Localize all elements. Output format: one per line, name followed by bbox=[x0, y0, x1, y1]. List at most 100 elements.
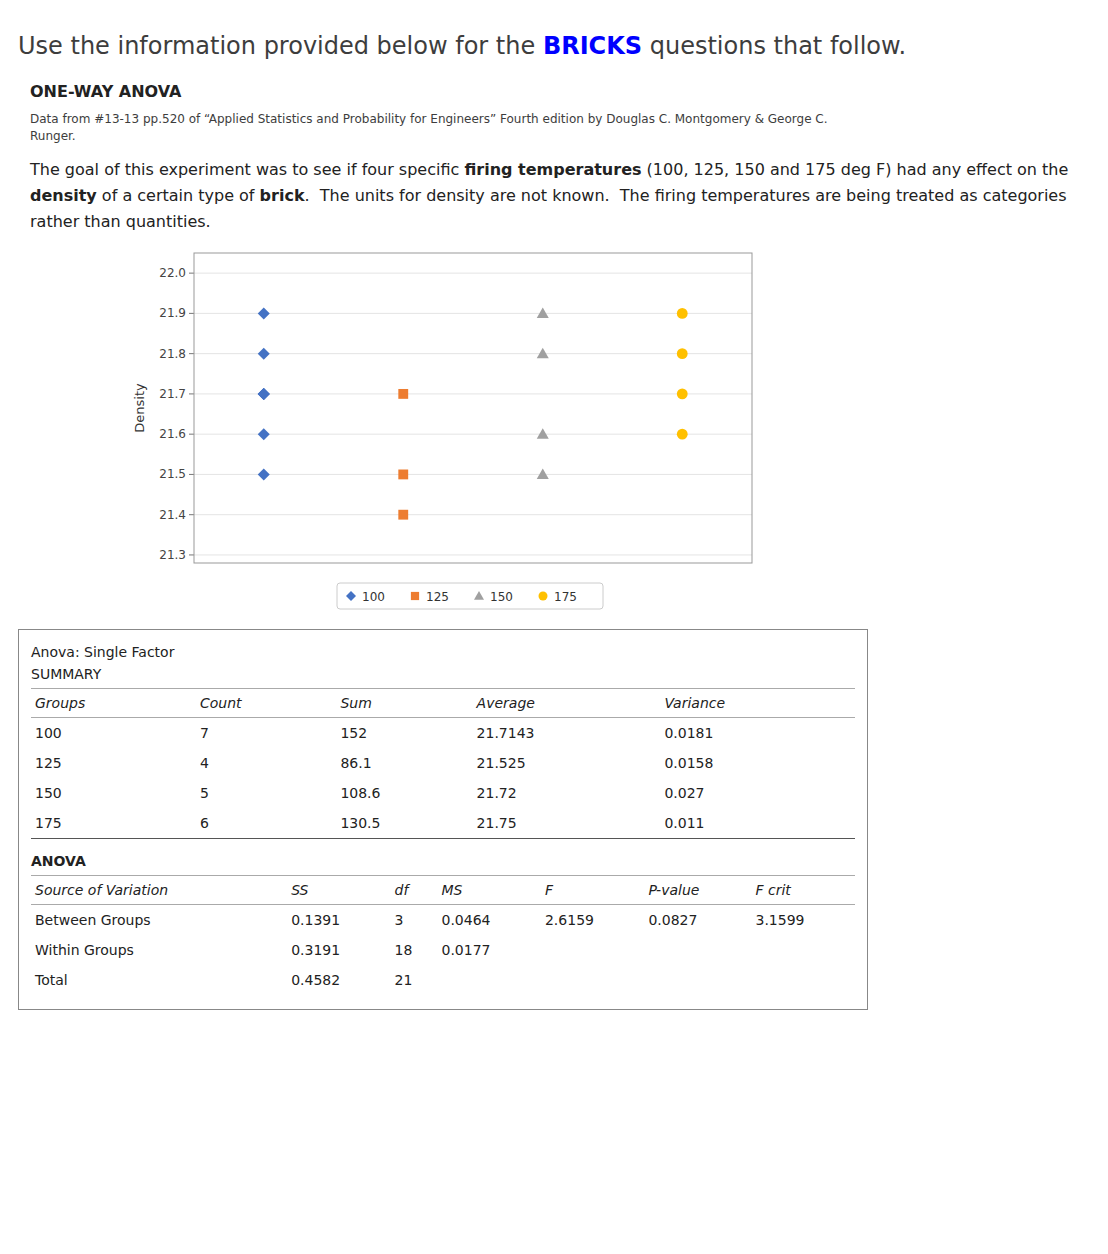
tick-label: 21.9 bbox=[159, 306, 186, 320]
cell: 108.6 bbox=[336, 778, 472, 808]
legend-label: 175 bbox=[554, 590, 577, 604]
grid-line bbox=[194, 393, 752, 394]
grid-line bbox=[194, 514, 752, 515]
row: 1756130.521.750.011 bbox=[31, 808, 855, 839]
point bbox=[677, 389, 688, 400]
cell: Within Groups bbox=[31, 935, 287, 965]
cell: 6 bbox=[196, 808, 336, 839]
cell bbox=[751, 965, 855, 995]
point bbox=[677, 308, 688, 319]
point bbox=[258, 388, 270, 400]
grid-line bbox=[194, 474, 752, 475]
cell: 21.7143 bbox=[473, 718, 661, 749]
tick-mark bbox=[189, 474, 194, 475]
section-title: ONE-WAY ANOVA bbox=[30, 82, 1090, 101]
cell: Between Groups bbox=[31, 905, 287, 936]
header-cell: Groups bbox=[31, 689, 196, 718]
point bbox=[398, 389, 408, 399]
point bbox=[258, 388, 270, 400]
text-segment: BRICKS bbox=[543, 32, 642, 60]
point bbox=[258, 468, 270, 480]
grid-line bbox=[194, 554, 752, 555]
cell: 21 bbox=[391, 965, 438, 995]
legend-marker bbox=[539, 592, 548, 601]
legend-label: 100 bbox=[362, 590, 385, 604]
legend-label: 125 bbox=[426, 590, 449, 604]
points bbox=[258, 307, 688, 519]
table: GroupsCountSumAverageVariance100715221.7… bbox=[31, 688, 855, 839]
plot-frame bbox=[194, 253, 752, 563]
tick-mark bbox=[189, 313, 194, 314]
table-title: ANOVA bbox=[31, 853, 855, 869]
header-cell: Average bbox=[473, 689, 661, 718]
point bbox=[398, 510, 408, 520]
point bbox=[537, 307, 549, 318]
cell: 5 bbox=[196, 778, 336, 808]
header-cell: F crit bbox=[751, 876, 855, 905]
source-line: Data from #13-13 pp.520 of “Applied Stat… bbox=[30, 111, 1090, 128]
header-cell: MS bbox=[437, 876, 540, 905]
legend-marker bbox=[411, 592, 419, 600]
point bbox=[537, 348, 549, 359]
cell bbox=[644, 965, 751, 995]
cell: 0.1391 bbox=[287, 905, 390, 936]
cell: 21.75 bbox=[473, 808, 661, 839]
tick-label: 21.5 bbox=[159, 467, 186, 481]
text-segment: The goal of this experiment was to see i… bbox=[30, 160, 464, 179]
point bbox=[398, 470, 408, 480]
header-cell: P-value bbox=[644, 876, 751, 905]
text-segment: density bbox=[30, 186, 97, 205]
axis-label: Density bbox=[132, 383, 147, 433]
point bbox=[677, 429, 688, 440]
header-row: Source of VariationSSdfMSFP-valueF crit bbox=[31, 876, 855, 905]
legend-frame bbox=[337, 583, 603, 609]
cell: 150 bbox=[31, 778, 196, 808]
legend-label: 150 bbox=[490, 590, 513, 604]
point bbox=[537, 428, 549, 439]
chart: 21.321.421.521.621.721.821.922.0Density1… bbox=[128, 239, 768, 619]
cell: 2.6159 bbox=[541, 905, 644, 936]
grid-line bbox=[194, 353, 752, 354]
cell: 4 bbox=[196, 748, 336, 778]
cell: 0.0177 bbox=[437, 935, 540, 965]
tick-label: 21.3 bbox=[159, 548, 186, 562]
cell: 130.5 bbox=[336, 808, 472, 839]
row: 125486.121.5250.0158 bbox=[31, 748, 855, 778]
cell: 0.4582 bbox=[287, 965, 390, 995]
text-segment: of a certain type of bbox=[97, 186, 260, 205]
cell: 152 bbox=[336, 718, 472, 749]
point bbox=[258, 428, 270, 440]
cell: 125 bbox=[31, 748, 196, 778]
cell: 0.011 bbox=[660, 808, 855, 839]
grid-line bbox=[194, 313, 752, 314]
tick-mark bbox=[189, 273, 194, 274]
cell: 7 bbox=[196, 718, 336, 749]
row: 100715221.71430.0181 bbox=[31, 718, 855, 749]
tick-label: 21.8 bbox=[159, 347, 186, 361]
header-cell: F bbox=[541, 876, 644, 905]
row: 1505108.621.720.027 bbox=[31, 778, 855, 808]
text-segment: questions that follow. bbox=[642, 32, 906, 60]
header-cell: Source of Variation bbox=[31, 876, 287, 905]
header-cell: Variance bbox=[660, 689, 855, 718]
cell: 175 bbox=[31, 808, 196, 839]
table: Source of VariationSSdfMSFP-valueF critB… bbox=[31, 875, 855, 995]
legend: 100 125 150 175 bbox=[337, 583, 603, 609]
cell bbox=[751, 935, 855, 965]
cell bbox=[541, 935, 644, 965]
cell bbox=[437, 965, 540, 995]
table-title: SUMMARY bbox=[31, 666, 855, 682]
cell: 100 bbox=[31, 718, 196, 749]
cell: Total bbox=[31, 965, 287, 995]
cell: 0.0158 bbox=[660, 748, 855, 778]
cell: 3 bbox=[391, 905, 438, 936]
grid-line bbox=[194, 273, 752, 274]
cell: 3.1599 bbox=[751, 905, 855, 936]
tick-mark bbox=[189, 554, 194, 555]
header-cell: Sum bbox=[336, 689, 472, 718]
tick-mark bbox=[189, 514, 194, 515]
cell: 86.1 bbox=[336, 748, 472, 778]
table-caption: Anova: Single Factor bbox=[31, 644, 855, 660]
row: Total0.458221 bbox=[31, 965, 855, 995]
title: Use the information provided below for t… bbox=[18, 32, 1090, 60]
